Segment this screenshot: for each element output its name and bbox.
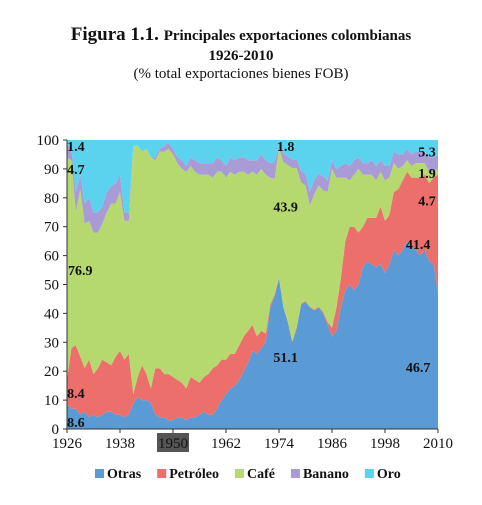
legend-label-banano: Banano <box>303 467 349 482</box>
data-label: 8.4 <box>67 387 85 402</box>
x-tick-highlight <box>157 433 189 452</box>
legend-label-otras: Otras <box>107 467 142 482</box>
figure-years: 1926-2010 <box>208 47 274 64</box>
y-tick-label: 60 <box>44 249 59 265</box>
figure-title-text: Principales exportaciones colombianas <box>163 28 412 44</box>
x-tick-label: 2010 <box>423 436 453 452</box>
area-oro <box>67 140 438 213</box>
x-tick-label: 1986 <box>317 436 348 452</box>
data-label: 1.9 <box>418 167 436 182</box>
legend-label-caf: Café <box>247 467 275 482</box>
figure-title: Figura 1.1. Principales exportaciones co… <box>0 24 482 83</box>
area-banano <box>67 142 438 233</box>
x-tick-label: 1974 <box>264 436 295 452</box>
area-caf <box>67 145 438 395</box>
legend-swatch-caf <box>234 469 244 478</box>
x-tick-label: 1926 <box>52 436 83 452</box>
data-label: 5.3 <box>418 146 436 161</box>
legend-swatch-banano <box>290 469 300 478</box>
y-tick-label: 0 <box>52 422 60 438</box>
area-otras <box>67 241 438 429</box>
y-tick-label: 50 <box>44 278 59 294</box>
legend-swatch-otras <box>95 469 104 478</box>
data-label: 76.9 <box>68 264 93 279</box>
x-tick-label: 1950 <box>158 436 188 452</box>
y-tick-label: 30 <box>44 335 59 351</box>
figure-label: Figura 1.1. <box>70 24 159 45</box>
data-label: 51.1 <box>273 351 298 366</box>
y-tick-label: 90 <box>44 162 59 178</box>
legend-swatch-petrleo <box>157 469 167 478</box>
y-tick-label: 80 <box>44 191 59 207</box>
legend-label-oro: Oro <box>377 467 401 482</box>
legend-swatch-oro <box>364 469 374 478</box>
data-label: 4.7 <box>418 195 436 210</box>
data-label: 46.7 <box>406 361 431 376</box>
data-label: 43.9 <box>273 200 298 215</box>
y-tick-label: 40 <box>44 306 59 322</box>
area-petrleo <box>67 171 438 421</box>
data-label: 1.4 <box>67 140 85 155</box>
figure-title-line: Figura 1.1. Principales exportaciones co… <box>0 24 482 47</box>
data-label: 4.7 <box>67 163 85 178</box>
data-label: 1.8 <box>277 140 295 155</box>
data-label: 8.6 <box>67 416 85 431</box>
y-tick-label: 70 <box>44 220 59 236</box>
data-label: 41.4 <box>406 238 431 253</box>
y-tick-label: 10 <box>44 393 59 409</box>
y-tick-label: 100 <box>37 133 60 149</box>
x-tick-label: 1998 <box>370 436 400 452</box>
figure-subtitle: (% total exportaciones bienes FOB) <box>133 65 349 82</box>
y-tick-label: 20 <box>44 364 59 380</box>
legend-label-petrleo: Petróleo <box>169 467 219 482</box>
x-tick-label: 1962 <box>211 436 241 452</box>
x-tick-label: 1938 <box>105 436 135 452</box>
